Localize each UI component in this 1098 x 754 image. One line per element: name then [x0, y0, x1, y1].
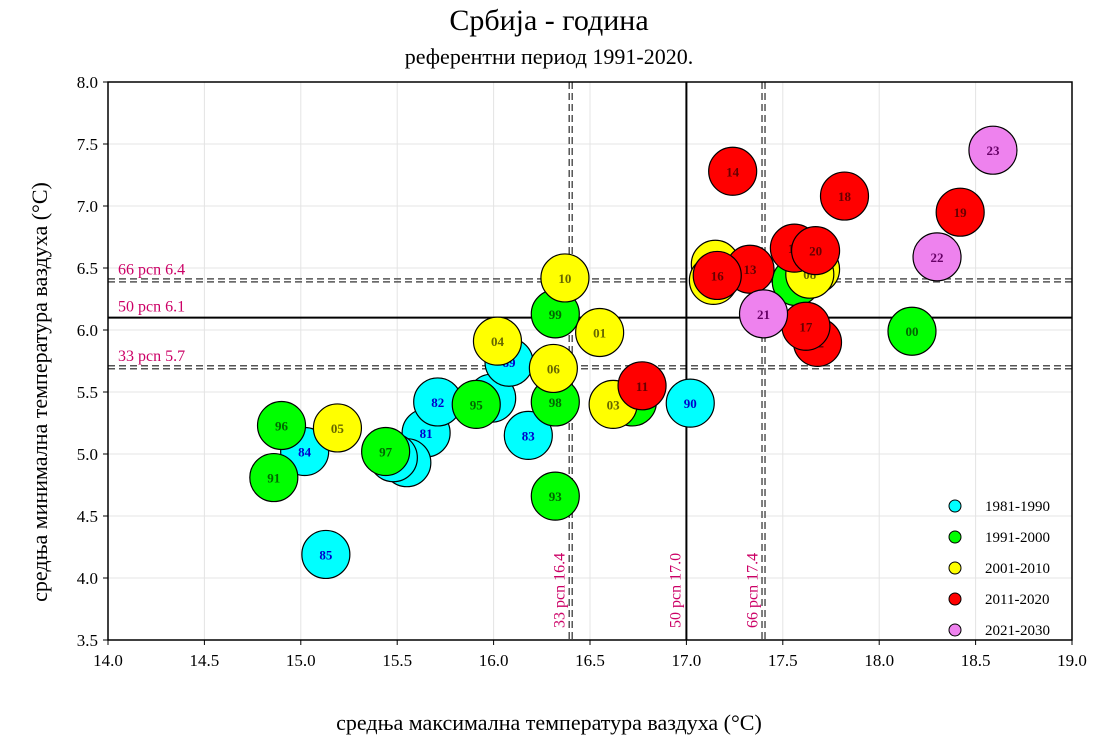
data-point: [708, 146, 758, 196]
legend-marker: [948, 592, 962, 606]
x-axis-label: средња максимална температура ваздуха (°…: [336, 710, 762, 735]
data-label: 16: [711, 268, 725, 283]
x-tick-label: 16.5: [575, 651, 605, 670]
data-label: 05: [331, 421, 345, 436]
data-point: [912, 232, 962, 282]
data-label: 11: [636, 379, 648, 394]
data-label: 83: [522, 428, 536, 443]
data-point: [935, 187, 985, 237]
data-label: 23: [986, 143, 1000, 158]
y-tick-label: 6.0: [77, 321, 98, 340]
y-tick-label: 4.5: [77, 507, 98, 526]
x-tick-label: 18.5: [961, 651, 991, 670]
data-label: 18: [838, 189, 852, 204]
y-tick-label: 7.0: [77, 197, 98, 216]
data-label: 81: [420, 426, 433, 441]
y-tick-label: 3.5: [77, 631, 98, 650]
data-label: 96: [275, 418, 289, 433]
data-label: 13: [744, 262, 758, 277]
data-point: [738, 289, 789, 339]
data-point: [301, 529, 351, 580]
legend-marker: [948, 561, 962, 575]
legend-label: 2001-2010: [985, 561, 1050, 577]
x-tick-label: 14.0: [93, 651, 123, 670]
data-label: 98: [549, 395, 563, 410]
data-label: 90: [684, 396, 697, 411]
legend-label: 1991-2000: [985, 530, 1050, 546]
data-point: [575, 307, 625, 358]
data-point: [256, 400, 307, 451]
x-tick-label: 15.0: [286, 651, 316, 670]
data-point: [887, 306, 937, 356]
y-tick-label: 5.5: [77, 383, 98, 402]
data-point: [692, 250, 742, 301]
data-label: 85: [319, 547, 333, 562]
data-point: [451, 379, 501, 429]
data-point: [530, 471, 580, 521]
data-point: [617, 361, 667, 411]
data-point: [665, 378, 715, 428]
ref-line-label: 33 pcn 5.7: [118, 348, 185, 365]
data-label: 97: [379, 445, 393, 460]
grid: [107, 81, 1073, 641]
ref-line-label: 50 pcn 17.0: [667, 553, 684, 628]
data-label: 91: [267, 471, 280, 486]
legend-marker: [948, 530, 962, 544]
data-label: 84: [298, 445, 312, 460]
data-label: 93: [549, 489, 563, 504]
data-point: [503, 410, 553, 460]
data-label: 82: [431, 395, 444, 410]
data-label: 21: [757, 307, 770, 322]
data-label: 01: [593, 325, 606, 340]
data-label: 19: [954, 205, 968, 220]
data-point: [528, 343, 578, 394]
x-tick-label: 14.5: [190, 651, 220, 670]
legend: 1981-1990 1991-2000 2001-2010 2011-2020 2021…: [948, 499, 1050, 639]
chart-title: Србија - година: [449, 4, 649, 37]
legend-marker: [948, 499, 962, 513]
chart-subtitle: референтни период 1991-2020.: [404, 44, 694, 69]
legend-label: 2021-2030: [985, 623, 1050, 639]
y-tick-label: 5.0: [77, 445, 98, 464]
data-points: 8182838485868788899091929394959697989900…: [249, 125, 1018, 580]
axis-ticks: 14.0 14.5 15.0 15.5 16.0 16.5 17.0 17.5 18.0 18.5…: [77, 73, 1087, 670]
data-point: [472, 316, 523, 366]
x-tick-label: 19.0: [1057, 651, 1087, 670]
data-label: 03: [607, 397, 621, 412]
data-label: 04: [491, 334, 505, 349]
data-label: 22: [931, 250, 944, 265]
data-point: [819, 171, 870, 221]
y-tick-label: 7.5: [77, 135, 98, 154]
x-tick-label: 16.0: [479, 651, 509, 670]
x-tick-label: 18.0: [864, 651, 894, 670]
x-tick-label: 17.0: [672, 651, 702, 670]
x-tick-label: 17.5: [768, 651, 798, 670]
data-label: 00: [905, 324, 918, 339]
data-label: 20: [809, 244, 822, 259]
data-label: 14: [726, 164, 740, 179]
data-point: [968, 125, 1018, 175]
ref-line-label: 66 pcn 6.4: [118, 261, 185, 278]
y-tick-label: 6.5: [77, 259, 98, 278]
ref-line-label: 33 pcn 16.4: [552, 553, 569, 628]
data-point: [540, 253, 590, 303]
data-label: 10: [558, 271, 571, 286]
data-label: 95: [470, 397, 484, 412]
data-label: 99: [549, 307, 563, 322]
x-tick-label: 15.5: [382, 651, 412, 670]
data-point: [249, 452, 299, 503]
legend-label: 2011-2020: [985, 592, 1049, 608]
legend-marker: [948, 623, 962, 637]
y-tick-label: 8.0: [77, 73, 98, 92]
legend-label: 1981-1990: [985, 499, 1050, 515]
ref-line-label: 50 pcn 6.1: [118, 299, 185, 316]
data-label: 17: [799, 319, 813, 334]
ref-line-label: 66 pcn 17.4: [745, 553, 762, 628]
data-point: [790, 226, 841, 276]
y-tick-label: 4.0: [77, 569, 98, 588]
data-point: [361, 426, 411, 477]
data-point: [312, 403, 363, 453]
data-label: 06: [547, 361, 561, 376]
